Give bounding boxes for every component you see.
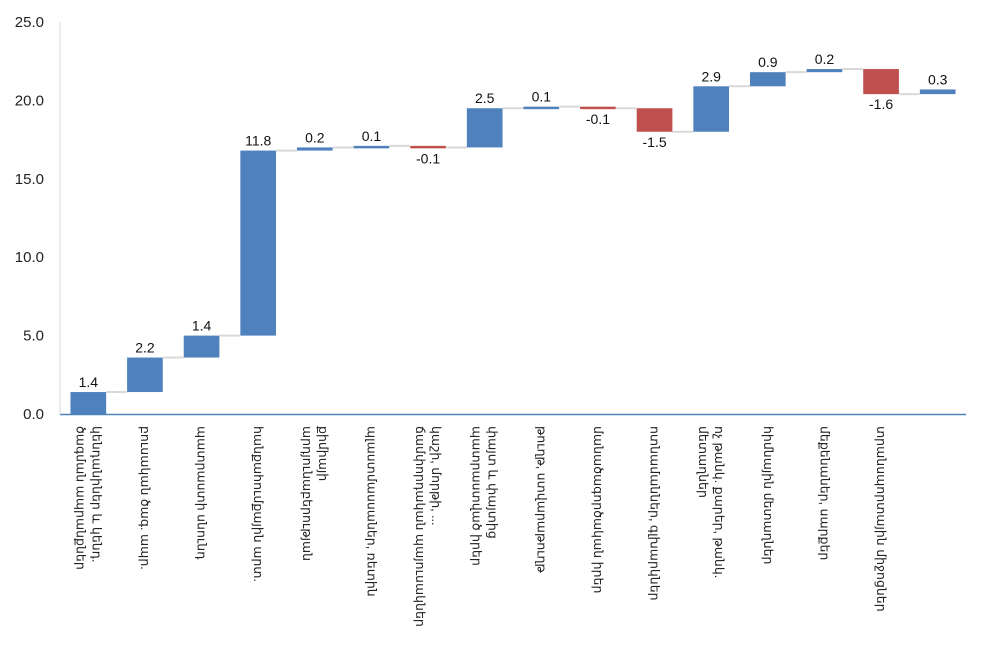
data-label: -0.1 [586, 111, 610, 127]
increase-bar [693, 86, 730, 132]
category-label: փայտ և փայտիցպատրաստված իրեր [470, 426, 500, 566]
increase-bar [749, 72, 786, 87]
data-label: 2.9 [701, 68, 721, 84]
data-label: -1.5 [643, 134, 667, 150]
data-label: 0.1 [362, 128, 382, 144]
y-tick-label: 20.0 [15, 92, 44, 109]
decrease-bar [580, 106, 616, 110]
category-label: մանածագործական իրեր [591, 426, 605, 593]
increase-bar [240, 150, 277, 336]
increase-bar [523, 106, 560, 110]
increase-bar [127, 357, 163, 393]
data-label: 0.2 [815, 51, 835, 67]
y-tick-label: 0.0 [23, 406, 44, 423]
category-label: թուղթ, ստվարաթուղթ [534, 426, 548, 573]
y-tick-label: 15.0 [15, 171, 44, 188]
category-label: ոչ թանկ. քարեր, թանկ.մետաղներ [696, 426, 726, 578]
data-label: 1.4 [79, 374, 99, 390]
category-label: կենդանիներ և կենդ.ծագման ապրանքներ [73, 426, 103, 570]
data-label: 0.1 [532, 89, 552, 105]
increase-bar [296, 147, 333, 151]
increase-bar [466, 108, 503, 148]
category-label: պլաստմասսաներ, ռետին [364, 426, 378, 597]
y-tick-label: 5.0 [23, 328, 44, 345]
data-label: 1.4 [192, 318, 212, 334]
category-label: մեքենաներ, սարքեր [817, 426, 831, 560]
category-label: քիմիայիարդյունաբերության [300, 426, 330, 561]
category-label: պատրաստի սնունդ [195, 426, 209, 560]
increase-bar [919, 89, 956, 95]
category-label: հանքահումքային արտ. [251, 426, 265, 582]
data-label: 2.2 [135, 340, 155, 356]
category-label: կաշի, մորթի, ...ճամփորդական պայուսակներ [413, 426, 443, 627]
increase-bar [70, 392, 107, 414]
category-label: հիմնային մետաղներ [761, 426, 775, 564]
increase-bar [183, 335, 220, 358]
y-tick-label: 25.0 [15, 14, 44, 31]
decrease-bar [410, 145, 446, 149]
data-label: 11.8 [245, 133, 271, 149]
increase-bar [353, 145, 390, 149]
data-label: 0.9 [758, 54, 778, 70]
data-label: 0.2 [305, 129, 325, 145]
data-label: 0.3 [928, 71, 948, 87]
category-label: բուսական ծագ. ապր. [138, 426, 152, 570]
category-label: ոտնամաններ, գլխարկներ [648, 426, 662, 601]
data-label: -1.6 [869, 96, 893, 112]
decrease-bar [863, 69, 899, 95]
data-label: -0.1 [416, 150, 440, 166]
y-tick-label: 10.0 [15, 249, 44, 266]
category-label: տրանսպորտային միջոցներ [874, 426, 888, 612]
data-label: 2.5 [475, 90, 495, 106]
decrease-bar [636, 108, 673, 132]
increase-bar [806, 69, 843, 73]
